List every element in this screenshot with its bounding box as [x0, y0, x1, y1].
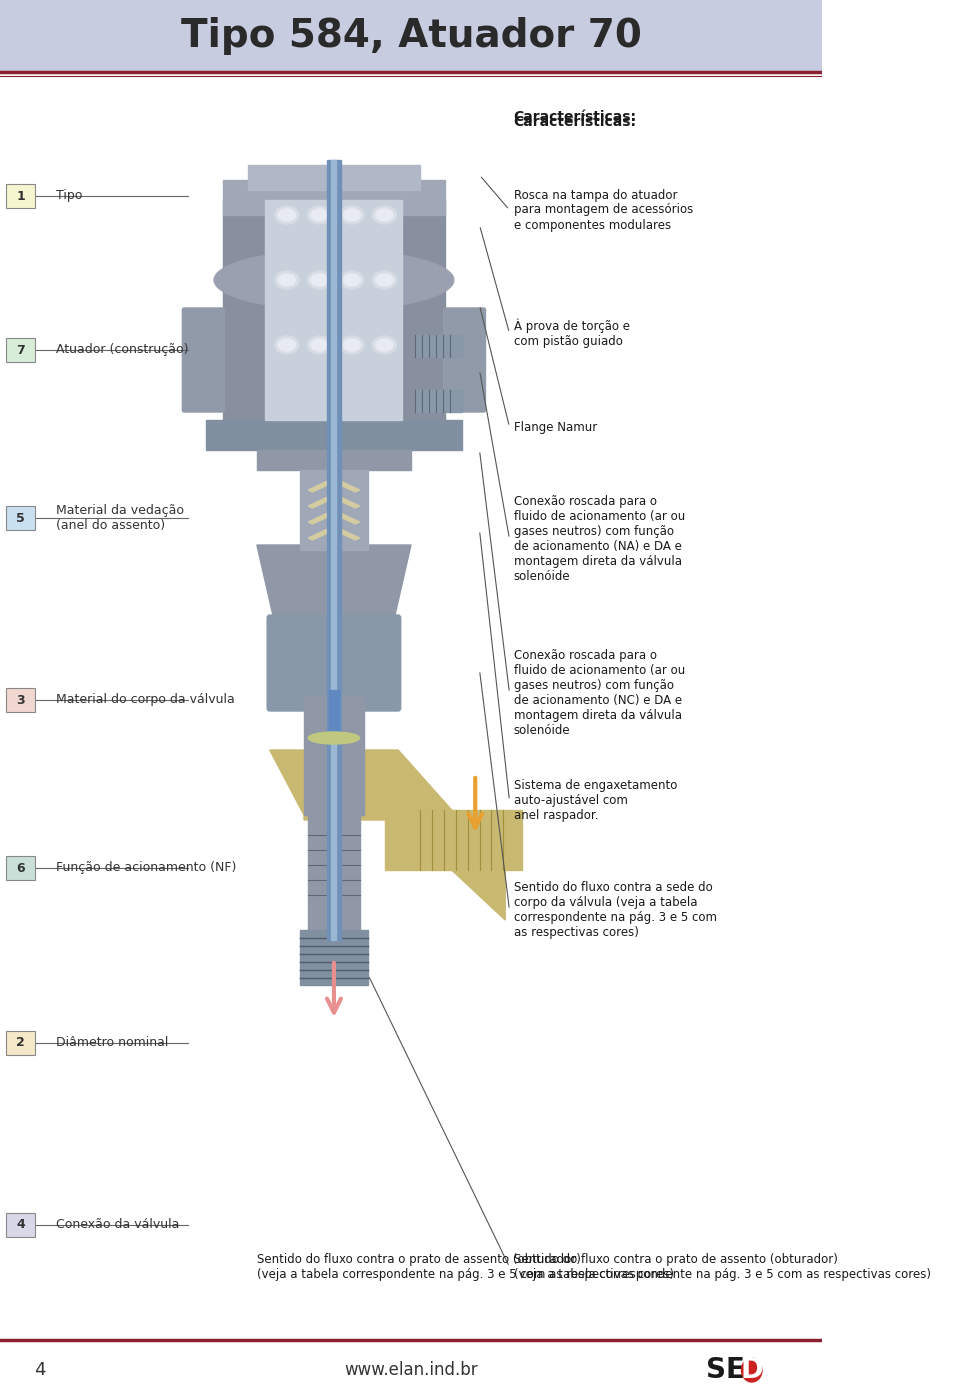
- Ellipse shape: [275, 336, 299, 354]
- Text: Função de acionamento (NF): Função de acionamento (NF): [56, 861, 236, 875]
- Ellipse shape: [275, 272, 299, 288]
- Ellipse shape: [340, 336, 364, 354]
- Ellipse shape: [340, 206, 364, 224]
- Text: À prova de torção e
com pistão guiado: À prova de torção e com pistão guiado: [514, 318, 630, 349]
- Ellipse shape: [311, 339, 328, 351]
- Bar: [327, 160, 341, 939]
- Text: 6: 6: [16, 861, 25, 875]
- Bar: [300, 470, 369, 550]
- Polygon shape: [308, 510, 360, 524]
- Text: 2: 2: [16, 1036, 25, 1050]
- Bar: [416, 335, 463, 357]
- Bar: [265, 200, 402, 420]
- Ellipse shape: [214, 251, 454, 309]
- Bar: [300, 930, 369, 986]
- Polygon shape: [308, 494, 360, 508]
- Ellipse shape: [344, 274, 361, 286]
- Text: Sentido do fluxo contra o prato de assento (obturador)
(veja a tabela correspond: Sentido do fluxo contra o prato de assen…: [257, 1253, 674, 1281]
- FancyBboxPatch shape: [6, 855, 36, 881]
- Text: D: D: [740, 1357, 763, 1385]
- Bar: [223, 181, 445, 216]
- Text: Diâmetro nominal: Diâmetro nominal: [56, 1036, 168, 1050]
- Bar: [330, 160, 336, 939]
- FancyBboxPatch shape: [6, 505, 36, 531]
- Text: Material da vedação
(anel do assento): Material da vedação (anel do assento): [56, 504, 183, 532]
- Text: 3: 3: [16, 693, 25, 707]
- Ellipse shape: [376, 339, 393, 351]
- Polygon shape: [270, 750, 505, 920]
- Text: Características:: Características:: [514, 111, 636, 125]
- Bar: [249, 165, 420, 190]
- Text: Atuador (construção): Atuador (construção): [56, 343, 188, 357]
- Polygon shape: [308, 477, 360, 491]
- Bar: [304, 694, 364, 815]
- Ellipse shape: [278, 274, 296, 286]
- Text: 7: 7: [16, 343, 25, 357]
- Text: Tipo: Tipo: [56, 189, 82, 203]
- Text: Flange Namur: Flange Namur: [514, 420, 597, 434]
- Text: Rosca na tampa do atuador
para montagem de acessórios
e componentes modulares: Rosca na tampa do atuador para montagem …: [514, 189, 693, 231]
- Ellipse shape: [307, 206, 331, 224]
- Polygon shape: [308, 526, 360, 540]
- Ellipse shape: [372, 336, 396, 354]
- Ellipse shape: [344, 209, 361, 221]
- Circle shape: [741, 1358, 762, 1382]
- Text: Material do corpo da válvula: Material do corpo da válvula: [56, 693, 234, 707]
- Text: Tipo 584, Atuador 70: Tipo 584, Atuador 70: [180, 17, 641, 55]
- Text: Conexão roscada para o
fluido de acionamento (ar ou
gases neutros) com função
de: Conexão roscada para o fluido de acionam…: [514, 496, 685, 582]
- Ellipse shape: [311, 209, 328, 221]
- Text: Sistema de engaxetamento
auto-ajustável com
anel raspador.: Sistema de engaxetamento auto-ajustável …: [514, 780, 677, 822]
- Ellipse shape: [344, 339, 361, 351]
- Text: Conexão da válvula: Conexão da válvula: [56, 1218, 179, 1232]
- Bar: [257, 449, 411, 470]
- Bar: [0, 0, 822, 71]
- Ellipse shape: [340, 272, 364, 288]
- FancyBboxPatch shape: [6, 1212, 36, 1238]
- Ellipse shape: [278, 209, 296, 221]
- Text: 1: 1: [16, 189, 25, 203]
- Ellipse shape: [308, 732, 360, 743]
- Text: Sentido do fluxo contra o prato de assento (obturador)
(veja a tabela correspond: Sentido do fluxo contra o prato de assen…: [514, 1253, 931, 1281]
- Bar: [223, 200, 445, 430]
- Bar: [385, 811, 522, 869]
- FancyBboxPatch shape: [6, 183, 36, 209]
- FancyBboxPatch shape: [6, 687, 36, 713]
- Bar: [308, 808, 360, 938]
- Ellipse shape: [311, 274, 328, 286]
- Ellipse shape: [376, 209, 393, 221]
- FancyBboxPatch shape: [182, 308, 225, 412]
- Ellipse shape: [307, 336, 331, 354]
- FancyBboxPatch shape: [6, 1030, 36, 1056]
- FancyBboxPatch shape: [444, 308, 486, 412]
- Text: Sentido do fluxo contra a sede do
corpo da válvula (veja a tabela
correspondente: Sentido do fluxo contra a sede do corpo …: [514, 881, 717, 939]
- Polygon shape: [257, 545, 411, 620]
- Text: 5: 5: [16, 511, 25, 525]
- Bar: [416, 391, 463, 412]
- Ellipse shape: [376, 274, 393, 286]
- Bar: [205, 420, 463, 449]
- Text: www.elan.ind.br: www.elan.ind.br: [345, 1361, 478, 1379]
- Text: 4: 4: [16, 1218, 25, 1232]
- Ellipse shape: [275, 206, 299, 224]
- Text: Características:: Características:: [514, 115, 636, 129]
- Bar: [328, 690, 339, 741]
- Ellipse shape: [278, 339, 296, 351]
- Ellipse shape: [307, 272, 331, 288]
- Ellipse shape: [372, 272, 396, 288]
- Text: 4: 4: [35, 1361, 46, 1379]
- FancyBboxPatch shape: [6, 337, 36, 363]
- Ellipse shape: [372, 206, 396, 224]
- Text: SE: SE: [706, 1357, 745, 1385]
- FancyBboxPatch shape: [267, 615, 400, 711]
- Text: Conexão roscada para o
fluido de acionamento (ar ou
gases neutros) com função
de: Conexão roscada para o fluido de acionam…: [514, 650, 685, 736]
